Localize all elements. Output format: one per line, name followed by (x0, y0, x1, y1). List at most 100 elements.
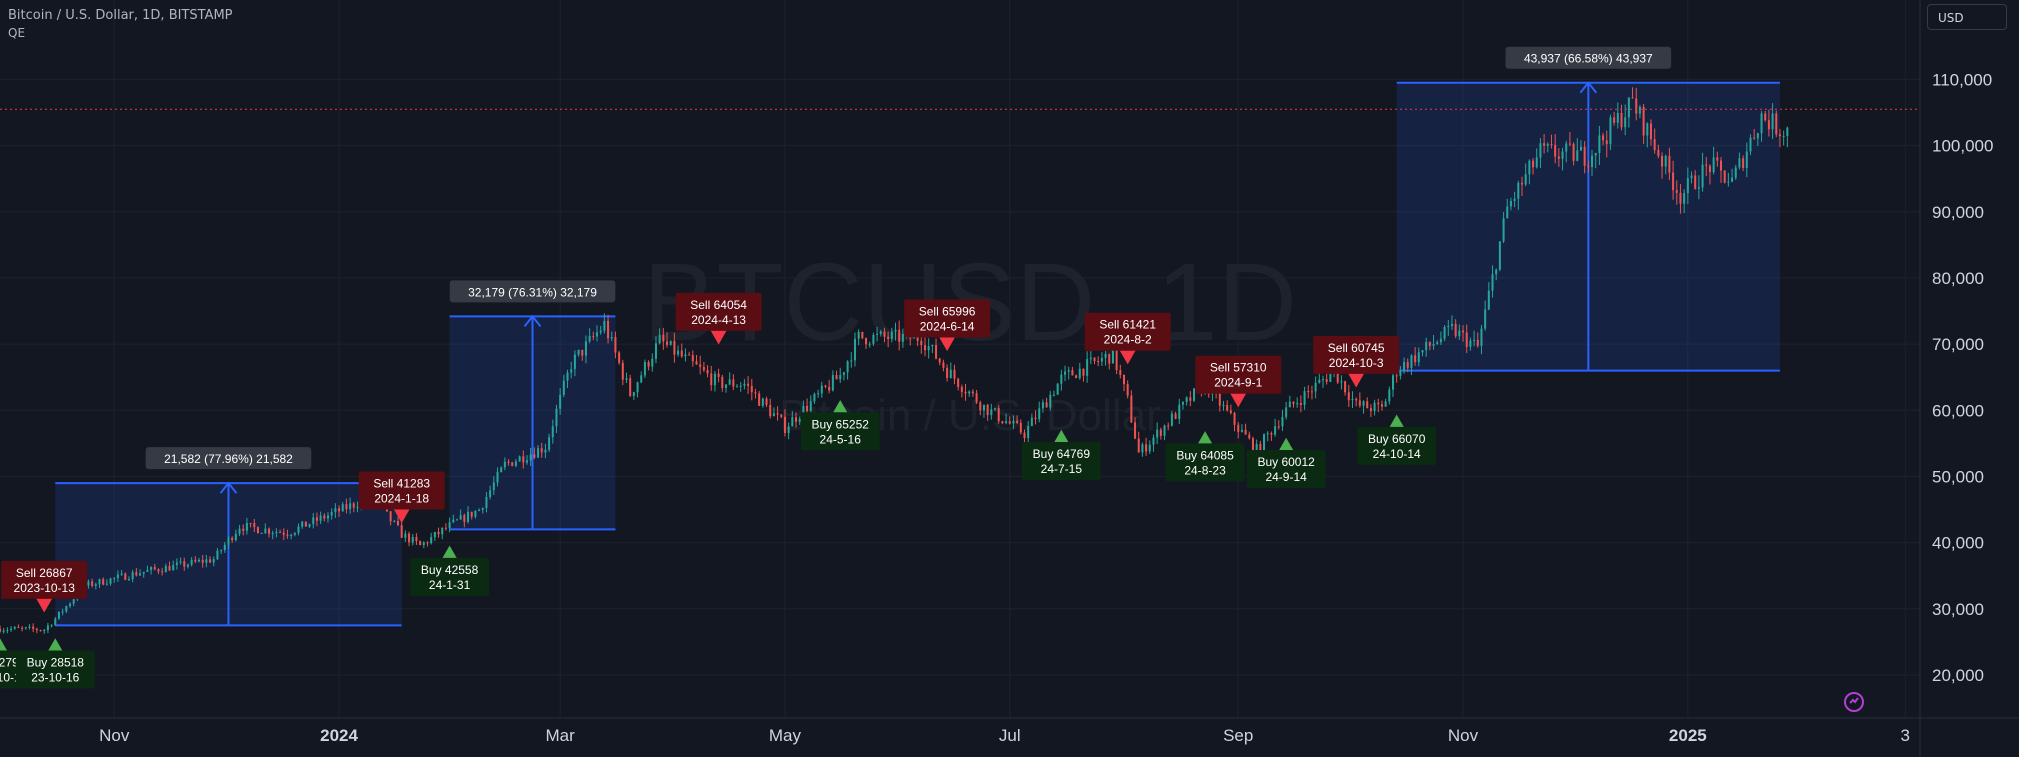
candle-body (592, 335, 595, 337)
candle-body (1071, 370, 1074, 376)
candle-body (894, 329, 897, 332)
candle-body (17, 626, 20, 628)
candle-body (595, 332, 599, 337)
candle-body (1447, 325, 1450, 327)
candle-body (1513, 198, 1516, 201)
candle-body (319, 515, 322, 521)
candle-body (861, 331, 864, 339)
candle-body (186, 564, 189, 567)
candle-body (463, 515, 466, 522)
candle-body (404, 533, 407, 538)
candle-body (706, 370, 709, 374)
candle-body (677, 350, 680, 355)
candle-body (1528, 160, 1531, 175)
signal-label-bg (1, 560, 88, 599)
candle-body (1764, 113, 1767, 121)
candle-body (1347, 392, 1350, 401)
candle-body (1023, 432, 1026, 439)
candle-body (1274, 426, 1277, 435)
candle-body (1145, 444, 1148, 452)
candle-body (887, 336, 890, 340)
candle-body (127, 579, 130, 581)
signal-label-title: Sell 57310 (1210, 361, 1267, 375)
candle-body (1251, 438, 1254, 452)
candle-body (518, 456, 521, 462)
candle-body (883, 331, 886, 337)
time-tick-label: 2024 (320, 726, 358, 745)
candle-body (452, 519, 455, 523)
candle-body (1126, 384, 1129, 396)
candle-body (98, 579, 101, 585)
candle-body (890, 331, 893, 340)
time-tick-label: 2025 (1669, 726, 1707, 745)
candle-body (1476, 339, 1479, 346)
candle-body (1005, 421, 1008, 424)
price-tick-label: 30,000 (1932, 600, 1984, 619)
candle-body (1749, 137, 1752, 152)
candle-body (758, 393, 761, 406)
price-tick-label: 90,000 (1932, 203, 1984, 222)
candle-body (754, 392, 757, 394)
candle-body (1086, 359, 1089, 376)
candle-body (326, 515, 329, 519)
candle-body (396, 520, 400, 526)
candle-body (960, 386, 963, 392)
candle-body (1159, 429, 1162, 436)
candle-body (422, 542, 425, 546)
candle-body (551, 426, 554, 438)
candle-body (1222, 404, 1225, 406)
candle-body (1406, 361, 1409, 368)
candle-body (1742, 158, 1745, 168)
candle-body (868, 343, 871, 345)
candle-body (857, 331, 860, 339)
signal-label-bg (1246, 449, 1326, 488)
candle-body (301, 521, 304, 527)
candle-body (1664, 155, 1667, 167)
candle-body (1152, 437, 1155, 445)
candle-body (695, 361, 698, 365)
candle-body (1417, 352, 1420, 363)
candle-body (1771, 113, 1774, 130)
candle-body (234, 533, 237, 541)
candle-body (1436, 342, 1439, 344)
candle-body (271, 533, 274, 535)
candle-body (448, 522, 451, 529)
candle-body (1075, 375, 1078, 379)
candle-body (120, 573, 123, 575)
indicator-name[interactable]: QE (8, 26, 26, 40)
candle-body (1229, 410, 1232, 413)
signal-label-date: 2024-10-3 (1329, 356, 1384, 370)
time-axis[interactable]: Nov 2024 Mar May Jul Sep Nov 2025 3 (99, 726, 1910, 745)
tradingview-logo-icon[interactable] (1842, 690, 1866, 714)
candle-body (32, 626, 35, 629)
price-axis[interactable]: 20,000 30,000 40,000 50,000 60,000 70,000 80,0… (1932, 70, 1993, 685)
candle-body (275, 531, 278, 534)
candle-body (1189, 397, 1192, 401)
price-tick-label: 40,000 (1932, 534, 1984, 553)
candle-body (190, 559, 193, 565)
candle-body (1030, 417, 1033, 427)
candle-body (175, 562, 178, 565)
candle-body (957, 378, 960, 387)
candle-body (691, 355, 694, 362)
candle-body (1631, 97, 1634, 99)
candle-body (400, 525, 403, 538)
candle-body (1403, 361, 1406, 372)
candle-body (1078, 368, 1081, 379)
arrow-head-icon (1579, 81, 1598, 94)
candle-body (1646, 123, 1649, 136)
candle-body (525, 460, 528, 463)
candle-body (1465, 332, 1468, 347)
candle-body (529, 454, 532, 461)
currency-button[interactable]: USD (1927, 4, 2007, 30)
candle-body (1561, 151, 1564, 159)
candle-body (765, 398, 768, 405)
candle-body (916, 334, 919, 341)
candle-body (35, 628, 38, 631)
candle-body (1557, 156, 1560, 159)
candle-body (1104, 353, 1107, 358)
candle-body (1683, 193, 1686, 204)
candle-body (54, 618, 57, 626)
time-tick-label: May (769, 726, 802, 745)
